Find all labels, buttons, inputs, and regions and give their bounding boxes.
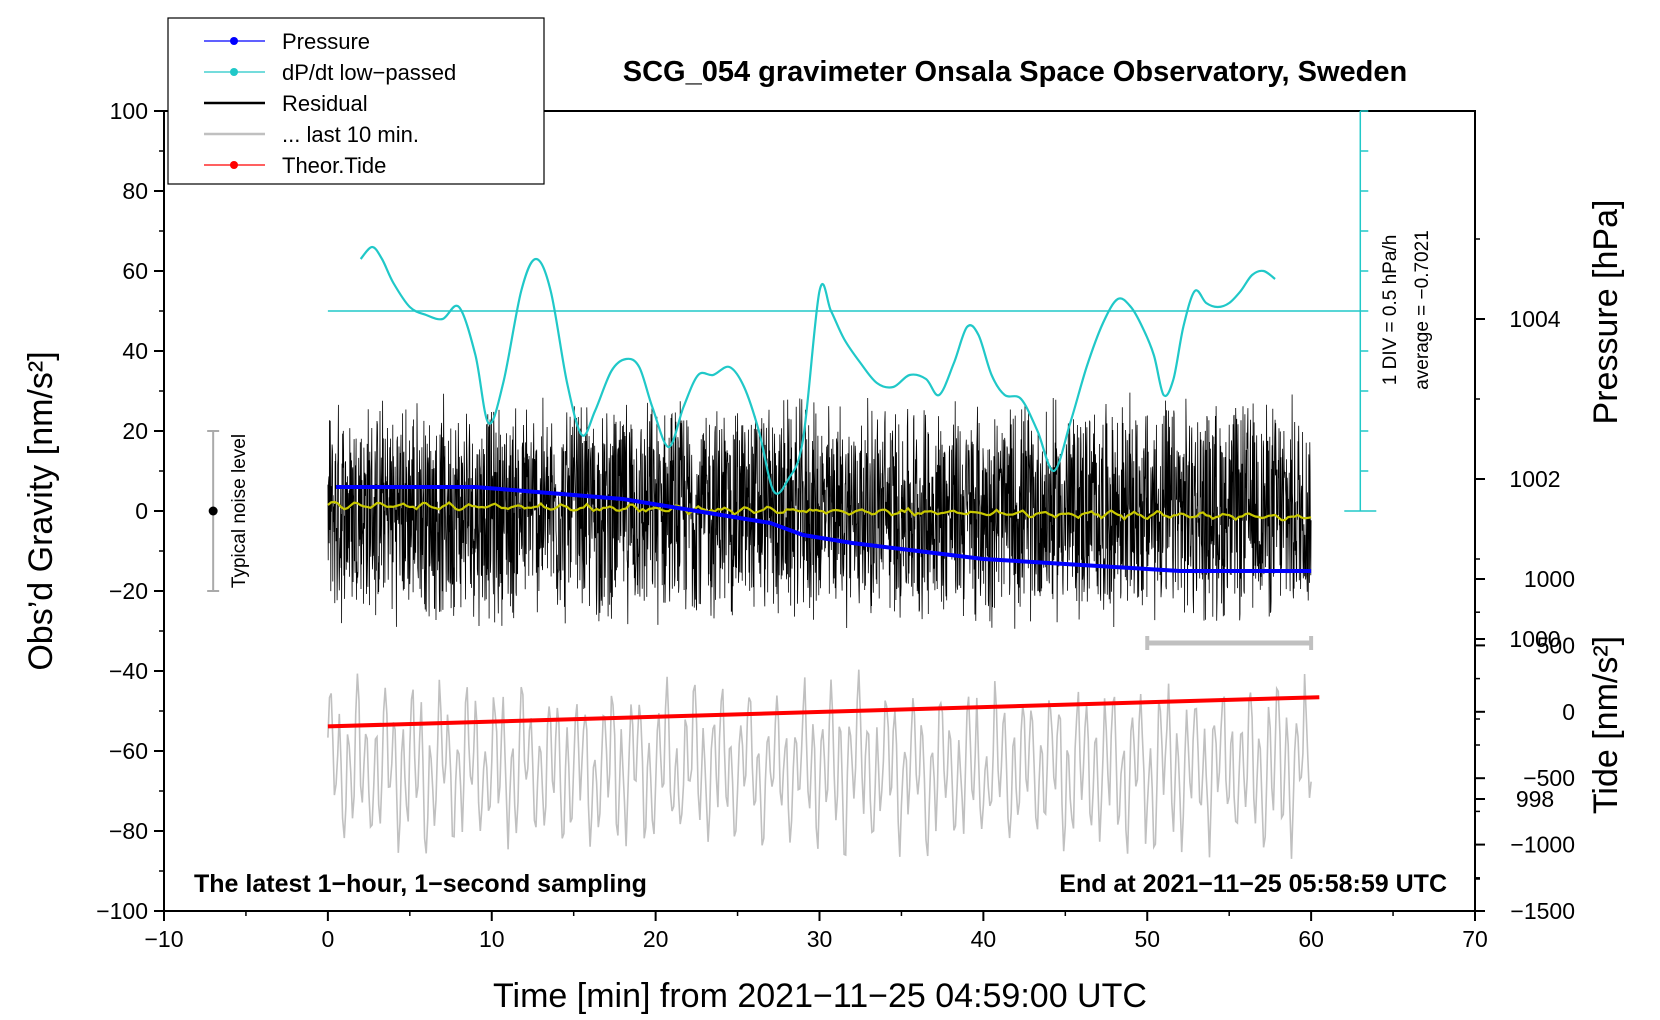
x-tick-label: 40	[971, 926, 997, 952]
tide-tick-label: 0	[1562, 699, 1575, 725]
x-axis-label: Time [min] from 2021−11−25 04:59:00 UTC	[493, 977, 1147, 1015]
y-axis-gravity: −100 −80 −60 −40 −20 0 20 40 60 80 100	[96, 98, 164, 924]
pressure-line	[336, 485, 1312, 573]
y-tick-label: −20	[109, 578, 148, 604]
y-tick-label: −40	[109, 658, 148, 684]
tide-tick-label: 1000	[1524, 566, 1575, 592]
residual-smoothed-line	[327, 500, 1312, 522]
y-tick-label: 0	[135, 498, 148, 524]
x-tick-label: −10	[144, 926, 183, 952]
legend-label: Pressure	[282, 29, 370, 54]
y-axis-label-tide: Tide [nm/s²]	[1587, 636, 1625, 814]
x-tick-label: 20	[643, 926, 669, 952]
dpdt-line	[359, 245, 1276, 495]
y-tick-label: 20	[122, 418, 148, 444]
sampling-note: The latest 1−hour, 1−second sampling	[194, 870, 647, 898]
y-tick-label: 40	[122, 338, 148, 364]
legend-label: dP/dt low−passed	[282, 60, 456, 85]
dpdt-series	[327, 245, 1361, 495]
theor-tide-series	[327, 695, 1320, 729]
legend-label: ... last 10 min.	[282, 122, 419, 147]
y-axis-label-pressure: Pressure [hPa]	[1587, 200, 1625, 425]
y-axis-label-gravity: Obs’d Gravity [nm/s²]	[22, 351, 60, 670]
y-axis-pressure: 998 1000 1002 1004	[1475, 238, 1561, 880]
pressure-series	[336, 485, 1312, 573]
x-tick-label: 70	[1462, 926, 1488, 952]
legend-label: Theor.Tide	[282, 153, 386, 178]
pressure-tick-label: 1004	[1509, 306, 1560, 332]
last-10-min-series	[327, 669, 1312, 859]
pressure-tick-label: 998	[1516, 786, 1554, 812]
tide-tick-label: −1000	[1510, 832, 1575, 858]
pressure-tick-label: 1000	[1509, 626, 1560, 652]
noise-level-indicator	[207, 430, 220, 592]
y-tick-label: 80	[122, 178, 148, 204]
tide-tick-label: 500	[1537, 632, 1575, 658]
legend: Pressure dP/dt low−passed Residual ... last…	[167, 17, 545, 185]
x-tick-label: 50	[1134, 926, 1160, 952]
y-tick-label: −60	[109, 738, 148, 764]
tide-tick-label: −500	[1523, 765, 1575, 791]
tide-tick-label: −1500	[1510, 898, 1575, 924]
residual-series	[327, 392, 1312, 629]
last-10-min-line	[327, 669, 1312, 859]
y-tick-label: 100	[110, 98, 148, 124]
end-time-note: End at 2021−11−25 05:58:59 UTC	[1059, 870, 1447, 898]
x-tick-label: 0	[321, 926, 334, 952]
legend-marker	[230, 37, 238, 45]
noise-center-dot	[208, 506, 218, 516]
chart-title: SCG_054 gravimeter Onsala Space Observat…	[623, 56, 1407, 88]
legend-box	[167, 17, 545, 185]
x-axis: −10 0 10 20 30 40 50 60 70	[144, 911, 1488, 952]
theor-tide-line	[327, 695, 1320, 729]
pressure-tick-label: 1002	[1509, 466, 1560, 492]
y-tick-label: −100	[96, 898, 148, 924]
dpdt-scale-axis	[1344, 110, 1377, 512]
y-tick-label: 60	[122, 258, 148, 284]
dpdt-div-label: 1 DIV = 0.5 hPa/h	[1380, 235, 1401, 386]
x-tick-label: 60	[1298, 926, 1324, 952]
legend-label: Residual	[282, 91, 368, 116]
dpdt-average-label: average = −0.7021	[1412, 230, 1433, 390]
x-tick-label: 30	[807, 926, 833, 952]
legend-marker	[230, 161, 238, 169]
residual-line	[327, 392, 1312, 629]
noise-level-label: Typical noise level	[229, 434, 250, 588]
legend-marker	[230, 68, 238, 76]
y-tick-label: −80	[109, 818, 148, 844]
last-10-min-range-bar	[1145, 636, 1314, 650]
x-tick-label: 10	[479, 926, 505, 952]
